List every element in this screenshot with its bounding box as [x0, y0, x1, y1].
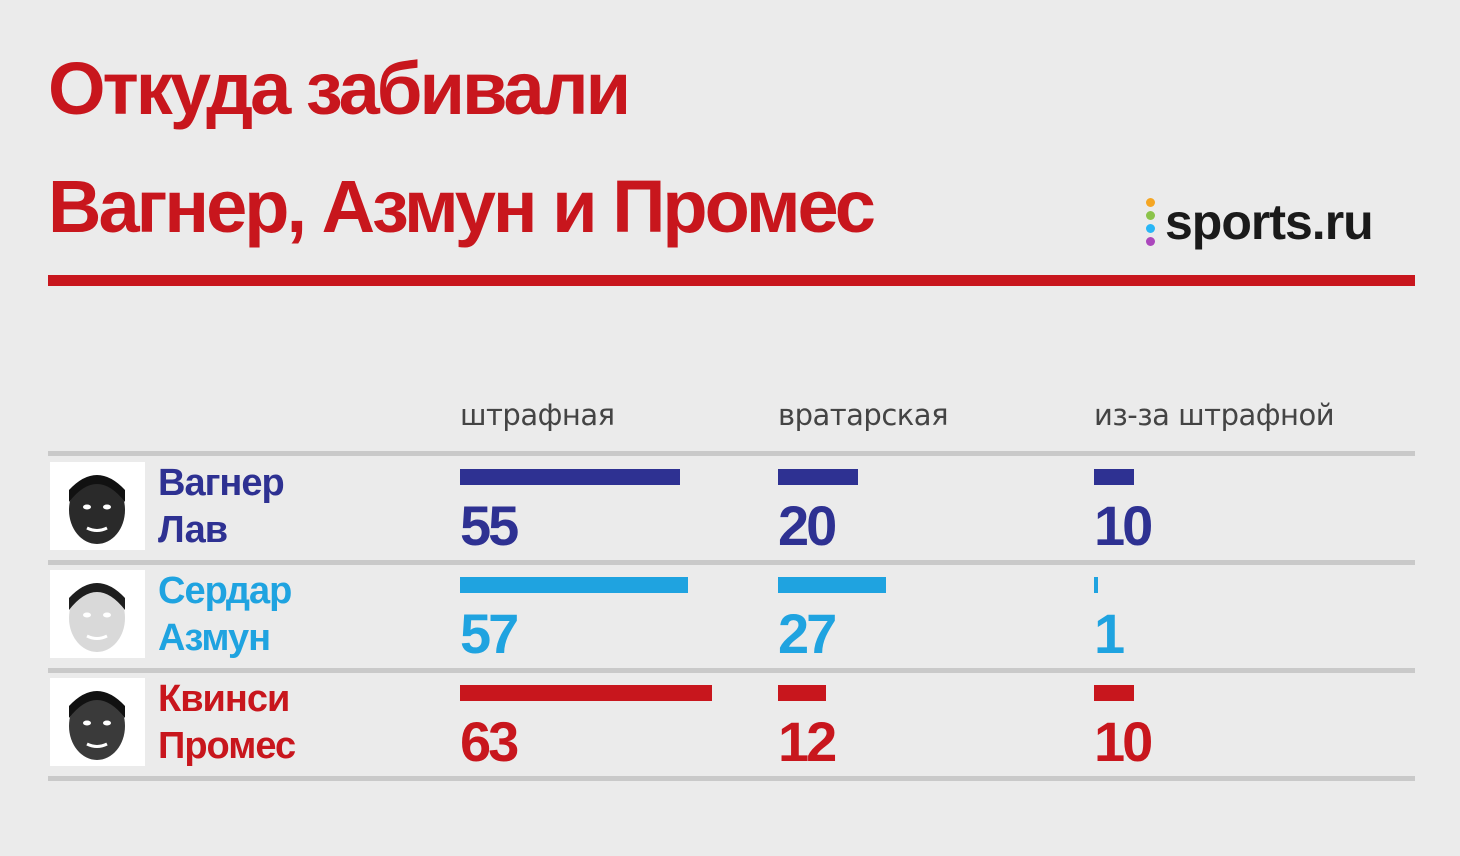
bar [460, 469, 680, 485]
logo-dot [1146, 224, 1155, 233]
row-divider [48, 560, 1415, 565]
data-label: 55 [460, 494, 519, 557]
data-label: 10 [1094, 494, 1153, 557]
data-label: 10 [1094, 710, 1153, 773]
player-first-name: Сердар [158, 570, 292, 612]
data-label: 1 [1094, 602, 1125, 665]
data-label: 20 [778, 494, 837, 557]
row-divider [48, 451, 1415, 456]
player-photo [50, 570, 145, 658]
player-last-name: Лав [158, 509, 228, 551]
chart-title-line-2: Вагнер, Азмун и Промес [48, 165, 876, 248]
title-underline [48, 275, 1415, 286]
column-header: штрафная [460, 398, 615, 432]
data-label: 57 [460, 602, 519, 665]
player-first-name: Квинси [158, 678, 290, 720]
logo-dot [1146, 211, 1155, 220]
data-label: 12 [778, 710, 837, 773]
player-photo [50, 678, 145, 766]
row-divider [48, 668, 1415, 673]
logo-dots-icon [1146, 198, 1155, 246]
logo-text: sports.ru [1165, 194, 1374, 250]
bar [778, 577, 886, 593]
bar [778, 469, 858, 485]
row-divider [48, 776, 1415, 781]
data-label: 63 [460, 710, 519, 773]
player-last-name: Промес [158, 725, 296, 767]
chart-title-line-1: Откуда забивали [48, 47, 631, 130]
sports-ru-logo[interactable]: sports.ru [1146, 190, 1374, 254]
player-photo [50, 462, 145, 550]
data-label: 27 [778, 602, 837, 665]
column-header: из-за штрафной [1094, 398, 1335, 432]
bar [460, 685, 712, 701]
player-last-name: Азмун [158, 617, 271, 659]
column-header: вратарская [778, 398, 949, 432]
player-first-name: Вагнер [158, 462, 285, 504]
bar [460, 577, 688, 593]
bar [1094, 577, 1098, 593]
bar [1094, 685, 1134, 701]
logo-dot [1146, 237, 1155, 246]
bar [1094, 469, 1134, 485]
logo-dot [1146, 198, 1155, 207]
bar [778, 685, 826, 701]
